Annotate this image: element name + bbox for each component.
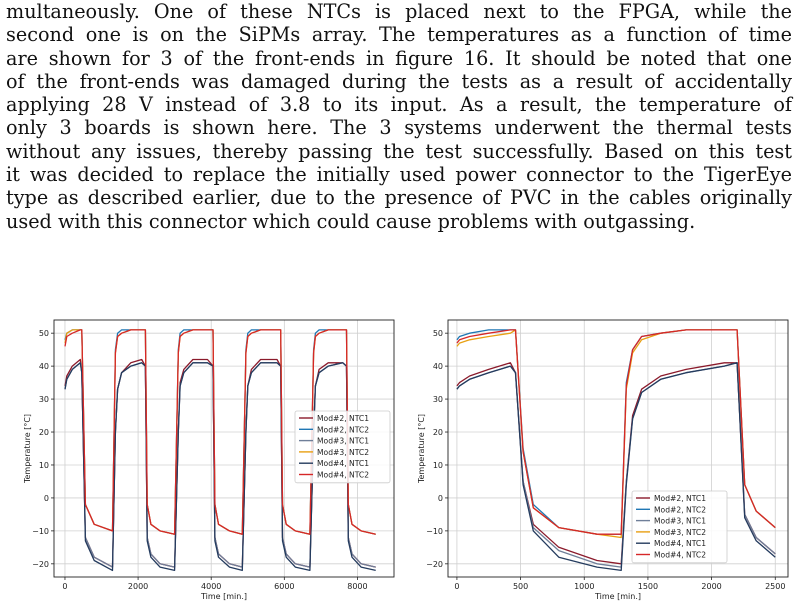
legend-label: Mod#2, NTC2 (317, 425, 369, 434)
legend-label: Mod#3, NTC2 (654, 528, 706, 537)
legend-label: Mod#4, NTC1 (654, 539, 706, 548)
legend-label: Mod#4, NTC1 (317, 459, 369, 468)
x-tick-label: 1000 (574, 582, 594, 591)
x-tick-label: 500 (513, 582, 528, 591)
series-line (456, 329, 776, 535)
y-tick-label: 0 (438, 494, 443, 503)
axes-frame (53, 319, 395, 578)
x-axis-label: Time [min.] (200, 592, 247, 601)
x-tick-label: 0 (62, 582, 67, 591)
x-tick-label: 2500 (765, 582, 785, 591)
legend-label: Mod#3, NTC1 (654, 517, 706, 526)
legend-box (631, 490, 728, 564)
paragraph-line: of the front-ends was damaged during the… (6, 69, 792, 93)
y-tick-label: 30 (433, 395, 443, 404)
paragraph-line: without any issues, thereby passing the … (6, 139, 792, 163)
legend-label: Mod#2, NTC1 (317, 414, 369, 423)
y-axis-label: Temperature [°C] (23, 414, 32, 484)
paragraph-line: multaneously. One of these NTCs is place… (6, 0, 792, 23)
x-tick-label: 4000 (201, 582, 221, 591)
legend-label: Mod#2, NTC2 (654, 505, 706, 514)
x-tick-label: 8000 (347, 582, 367, 591)
legend-label: Mod#3, NTC1 (317, 437, 369, 446)
y-tick-label: 10 (433, 461, 443, 470)
x-tick-label: 0 (454, 582, 459, 591)
paragraph-line: are shown for 3 of the front-ends in fig… (6, 46, 792, 70)
y-tick-label: −20 (426, 560, 443, 569)
plot-area (448, 320, 788, 577)
body-paragraph: multaneously. One of these NTCs is place… (6, 0, 792, 233)
y-tick-label: 40 (39, 362, 49, 371)
paragraph-line: applying 28 V instead of 3.8 to its inpu… (6, 93, 792, 117)
series-line (456, 362, 776, 572)
y-tick-label: −10 (32, 527, 49, 536)
paragraph-line: second one is on the SiPMs array. The te… (6, 23, 792, 47)
y-tick-label: 20 (433, 428, 443, 437)
y-tick-label: 10 (39, 461, 49, 470)
x-axis-label: Time [min.] (594, 592, 641, 601)
x-tick-label: 2000 (128, 582, 148, 591)
y-tick-label: 50 (39, 329, 49, 338)
paragraph-line: type as described earlier, due to the pr… (6, 186, 792, 210)
legend-label: Mod#2, NTC1 (654, 494, 706, 503)
legend-box (294, 410, 391, 484)
legend-label: Mod#4, NTC2 (317, 471, 369, 480)
y-tick-label: 0 (44, 494, 49, 503)
paragraph-line: used with this connector which could cau… (6, 209, 696, 233)
y-tick-label: −10 (426, 527, 443, 536)
y-axis-label: Temperature [°C] (417, 414, 426, 484)
x-tick-label: 6000 (274, 582, 294, 591)
paragraph-line: it was decided to replace the initially … (6, 163, 792, 187)
y-tick-label: 50 (433, 329, 443, 338)
series-line (64, 329, 376, 535)
y-tick-label: −20 (32, 560, 49, 569)
temperature-chart-zoom: 0 500 1000 1500 2000 2500 −20 −10 0 10 20 30 40 50 Tim… (417, 319, 789, 601)
temperature-chart-full: 0 2000 4000 6000 8000 −20 −10 0 10 20 30 40 50 Time [… (23, 319, 395, 601)
axes-frame (447, 319, 789, 578)
legend-label: Mod#3, NTC2 (317, 448, 369, 457)
y-tick-label: 40 (433, 362, 443, 371)
paragraph-line: only 3 boards is shown here. The 3 syste… (6, 116, 792, 140)
y-tick-label: 30 (39, 395, 49, 404)
y-tick-label: 20 (39, 428, 49, 437)
legend-label: Mod#4, NTC2 (654, 551, 706, 560)
x-tick-label: 2000 (701, 582, 721, 591)
x-tick-label: 1500 (638, 582, 658, 591)
